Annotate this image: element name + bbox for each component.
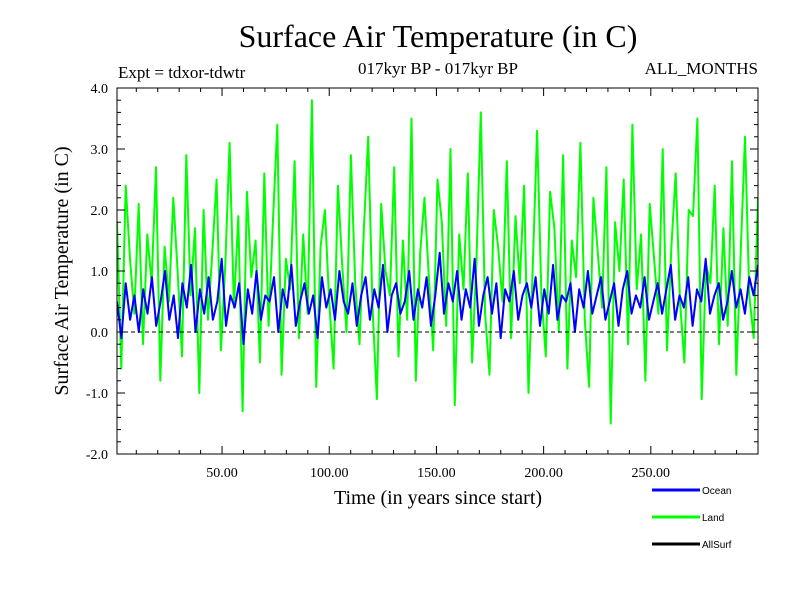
series-line-ocean bbox=[117, 251, 758, 346]
y-tick-label: 4.0 bbox=[91, 82, 109, 97]
y-tick-label: -1.0 bbox=[86, 387, 108, 402]
x-tick-label: 50.00 bbox=[206, 466, 238, 481]
legend-label-ocean: Ocean bbox=[702, 486, 731, 497]
y-tick-label: -2.0 bbox=[86, 448, 108, 463]
y-tick-label: 2.0 bbox=[91, 204, 109, 219]
y-tick-label: 1.0 bbox=[91, 265, 109, 280]
legend-label-land: Land bbox=[702, 513, 724, 524]
y-axis-label: Surface Air Temperature (in C) bbox=[51, 146, 73, 395]
x-axis-label: Time (in years since start) bbox=[334, 487, 542, 509]
y-tick-label: 3.0 bbox=[91, 143, 109, 158]
legend-label-allsurf: AllSurf bbox=[702, 540, 732, 551]
chart-subtitle: 017kyr BP - 017kyr BP bbox=[358, 59, 518, 78]
y-tick-label: 0.0 bbox=[91, 326, 109, 341]
legend: Ocean Land AllSurf bbox=[652, 486, 732, 551]
chart-title: Surface Air Temperature (in C) bbox=[239, 18, 638, 54]
plot-area: 50.00 100.00 150.00 200.00 250.00 -2.0 -1.0 0.0… bbox=[86, 82, 759, 481]
period-label: ALL_MONTHS bbox=[645, 59, 758, 78]
x-tick-label: 100.00 bbox=[310, 466, 349, 481]
series-line-land bbox=[117, 99, 758, 425]
experiment-label: Expt = tdxor-tdwtr bbox=[118, 63, 246, 82]
x-tick-label: 200.00 bbox=[524, 466, 563, 481]
x-tick-label: 150.00 bbox=[417, 466, 456, 481]
x-tick-label: 250.00 bbox=[632, 466, 671, 481]
